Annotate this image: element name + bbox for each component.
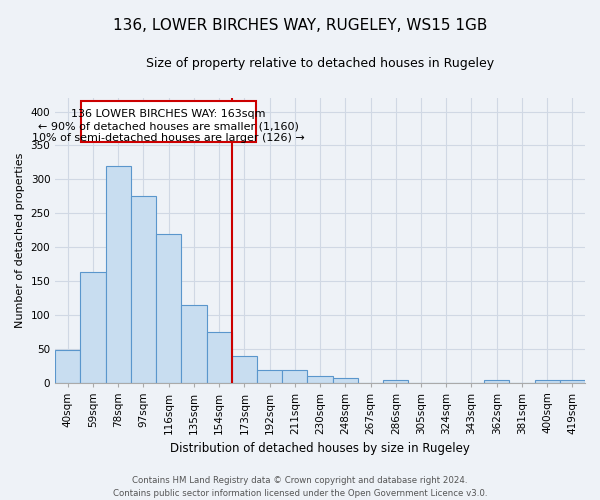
X-axis label: Distribution of detached houses by size in Rugeley: Distribution of detached houses by size …: [170, 442, 470, 455]
Text: ← 90% of detached houses are smaller (1,160): ← 90% of detached houses are smaller (1,…: [38, 121, 299, 131]
Title: Size of property relative to detached houses in Rugeley: Size of property relative to detached ho…: [146, 58, 494, 70]
Bar: [80, 272, 106, 382]
Bar: [181, 304, 206, 382]
Bar: [131, 196, 156, 382]
Bar: [332, 378, 358, 382]
FancyBboxPatch shape: [81, 102, 256, 142]
Bar: [484, 380, 509, 382]
Bar: [307, 376, 332, 382]
Text: 136, LOWER BIRCHES WAY, RUGELEY, WS15 1GB: 136, LOWER BIRCHES WAY, RUGELEY, WS15 1G…: [113, 18, 487, 32]
Bar: [535, 380, 560, 382]
Bar: [206, 332, 232, 382]
Y-axis label: Number of detached properties: Number of detached properties: [15, 152, 25, 328]
Text: 136 LOWER BIRCHES WAY: 163sqm: 136 LOWER BIRCHES WAY: 163sqm: [71, 109, 266, 119]
Bar: [257, 370, 282, 382]
Bar: [55, 350, 80, 382]
Bar: [232, 356, 257, 382]
Bar: [156, 234, 181, 382]
Text: Contains HM Land Registry data © Crown copyright and database right 2024.
Contai: Contains HM Land Registry data © Crown c…: [113, 476, 487, 498]
Bar: [282, 370, 307, 382]
Bar: [383, 380, 409, 382]
Bar: [106, 166, 131, 382]
Bar: [560, 380, 585, 382]
Text: 10% of semi-detached houses are larger (126) →: 10% of semi-detached houses are larger (…: [32, 134, 305, 143]
